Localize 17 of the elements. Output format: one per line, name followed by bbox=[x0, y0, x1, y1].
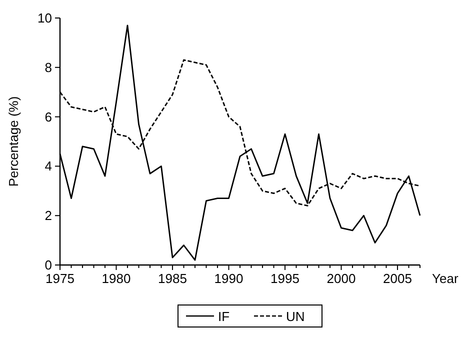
x-tick-label: 1990 bbox=[214, 271, 244, 286]
legend-label: UN bbox=[286, 309, 305, 324]
y-tick-label: 2 bbox=[44, 208, 52, 224]
y-tick-label: 8 bbox=[44, 60, 52, 75]
y-tick-label: 0 bbox=[44, 258, 52, 272]
x-axis-title: Year bbox=[432, 271, 459, 286]
y-tick-label: 4 bbox=[44, 158, 52, 174]
x-tick-label: 1980 bbox=[102, 271, 131, 286]
x-tick-label: 2000 bbox=[326, 271, 356, 286]
y-tick-label: 10 bbox=[38, 10, 52, 26]
y-tick-label: 6 bbox=[44, 109, 52, 124]
legend-label: IF bbox=[218, 309, 230, 324]
x-tick-label: 1985 bbox=[158, 271, 187, 286]
y-axis-title: Percentage (%) bbox=[6, 96, 21, 187]
x-tick-label: 1975 bbox=[46, 271, 74, 286]
x-tick-label: 1995 bbox=[270, 271, 300, 286]
x-tick-label: 2005 bbox=[383, 271, 412, 286]
